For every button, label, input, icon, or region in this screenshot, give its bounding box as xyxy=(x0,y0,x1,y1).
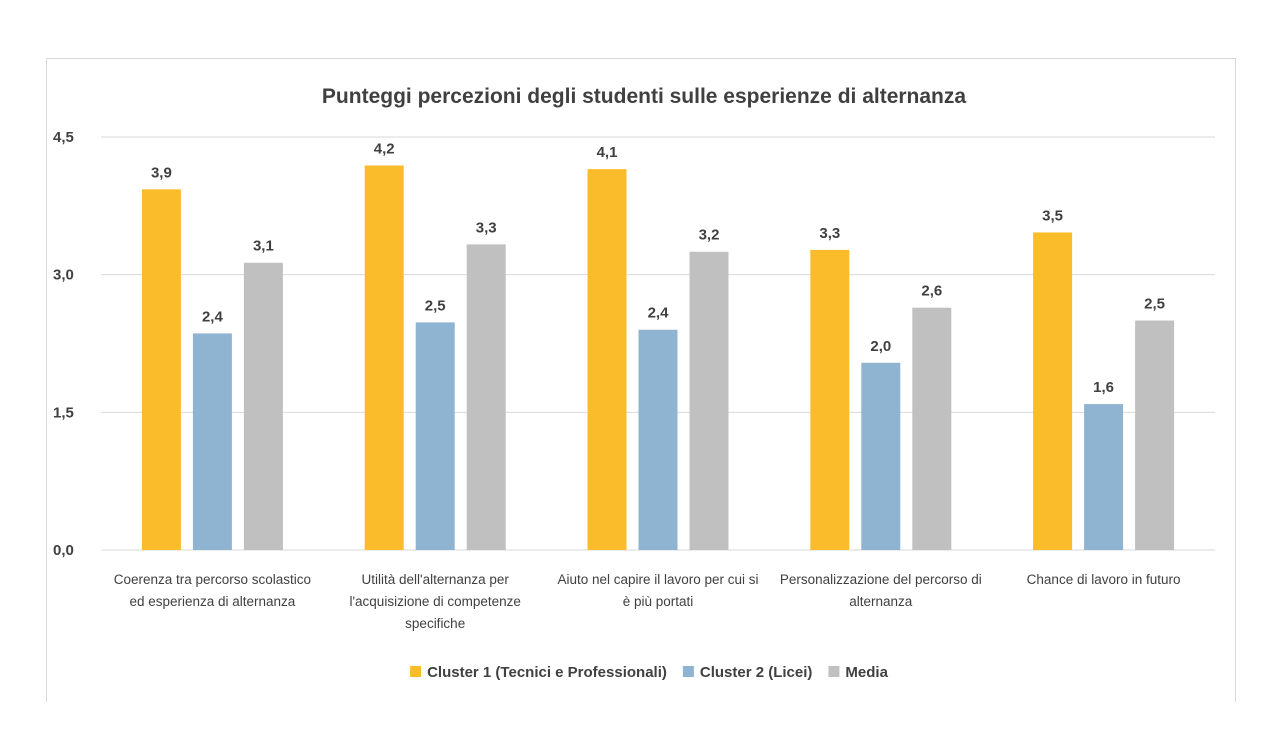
bar xyxy=(861,362,901,550)
bar xyxy=(689,251,729,550)
data-label: 3,3 xyxy=(476,219,497,236)
category-label: Chance di lavoro in futuro xyxy=(1027,572,1181,587)
legend-swatch xyxy=(828,666,840,677)
data-label: 3,3 xyxy=(819,225,840,242)
bar xyxy=(1084,404,1124,550)
data-label: 2,6 xyxy=(921,283,942,300)
data-label: 2,0 xyxy=(870,338,891,355)
legend: Cluster 1 (Tecnici e Professionali) Clust… xyxy=(410,664,889,681)
bar xyxy=(141,189,181,550)
data-labels: 3,9 2,4 3,1 4,2 2,5 3,3 4,1 2,4 3,2 3,3 2,0 2,6 3,5 1… xyxy=(151,140,1165,396)
data-label: 4,1 xyxy=(597,144,618,161)
bar xyxy=(364,165,404,550)
bar xyxy=(192,333,232,550)
legend-swatch xyxy=(682,666,694,677)
bar xyxy=(587,169,627,550)
chart-frame: Punteggi percezioni degli studenti sulle… xyxy=(46,58,1236,702)
bar xyxy=(638,329,678,550)
category-label: specifiche xyxy=(405,616,465,631)
legend-label: Cluster 2 (Licei) xyxy=(700,664,813,681)
category-label: è più portati xyxy=(623,594,694,609)
category-label: ed esperienza di alternanza xyxy=(129,594,295,609)
y-tick-label: 0,0 xyxy=(53,542,74,559)
category-label: Utilità dell'alternanza per xyxy=(361,572,509,587)
category-label: Aiuto nel capire il lavoro per cui si xyxy=(557,572,758,587)
data-label: 3,1 xyxy=(253,238,274,255)
legend-item: Cluster 2 (Licei) xyxy=(682,664,813,681)
data-label: 1,6 xyxy=(1093,379,1114,396)
data-label: 3,9 xyxy=(151,164,172,181)
category-label: alternanza xyxy=(849,594,913,609)
legend-swatch xyxy=(410,666,422,677)
chart-title: Punteggi percezioni degli studenti sulle… xyxy=(322,85,966,108)
bar xyxy=(243,262,283,550)
data-label: 2,4 xyxy=(648,305,670,322)
bar xyxy=(1033,232,1073,550)
y-tick-label: 3,0 xyxy=(53,267,74,284)
category-label: Personalizzazione del percorso di xyxy=(780,572,982,587)
legend-label: Cluster 1 (Tecnici e Professionali) xyxy=(427,664,667,681)
data-label: 2,5 xyxy=(1144,296,1165,313)
data-label: 3,5 xyxy=(1042,207,1063,224)
category-label: l'acquisizione di competenze xyxy=(349,594,520,609)
category-labels: Coerenza tra percorso scolastico ed esper… xyxy=(114,572,1181,631)
bar xyxy=(912,307,952,550)
bar xyxy=(415,322,455,550)
data-label: 3,2 xyxy=(699,227,720,244)
legend-item: Media xyxy=(828,664,889,681)
category-label: Coerenza tra percorso scolastico xyxy=(114,572,311,587)
data-label: 2,5 xyxy=(425,297,446,314)
y-tick-label: 1,5 xyxy=(53,404,74,421)
data-label: 4,2 xyxy=(374,140,395,157)
y-tick-label: 4,5 xyxy=(53,129,74,146)
data-label: 2,4 xyxy=(202,308,224,325)
bar-chart: Punteggi percezioni degli studenti sulle… xyxy=(53,85,1215,681)
legend-item: Cluster 1 (Tecnici e Professionali) xyxy=(410,664,667,681)
bar xyxy=(810,249,850,551)
bar xyxy=(466,244,506,550)
legend-label: Media xyxy=(845,664,888,681)
y-axis-ticks: 0,0 1,5 3,0 4,5 xyxy=(53,129,74,559)
bar xyxy=(1135,320,1175,550)
bars xyxy=(141,165,1175,551)
